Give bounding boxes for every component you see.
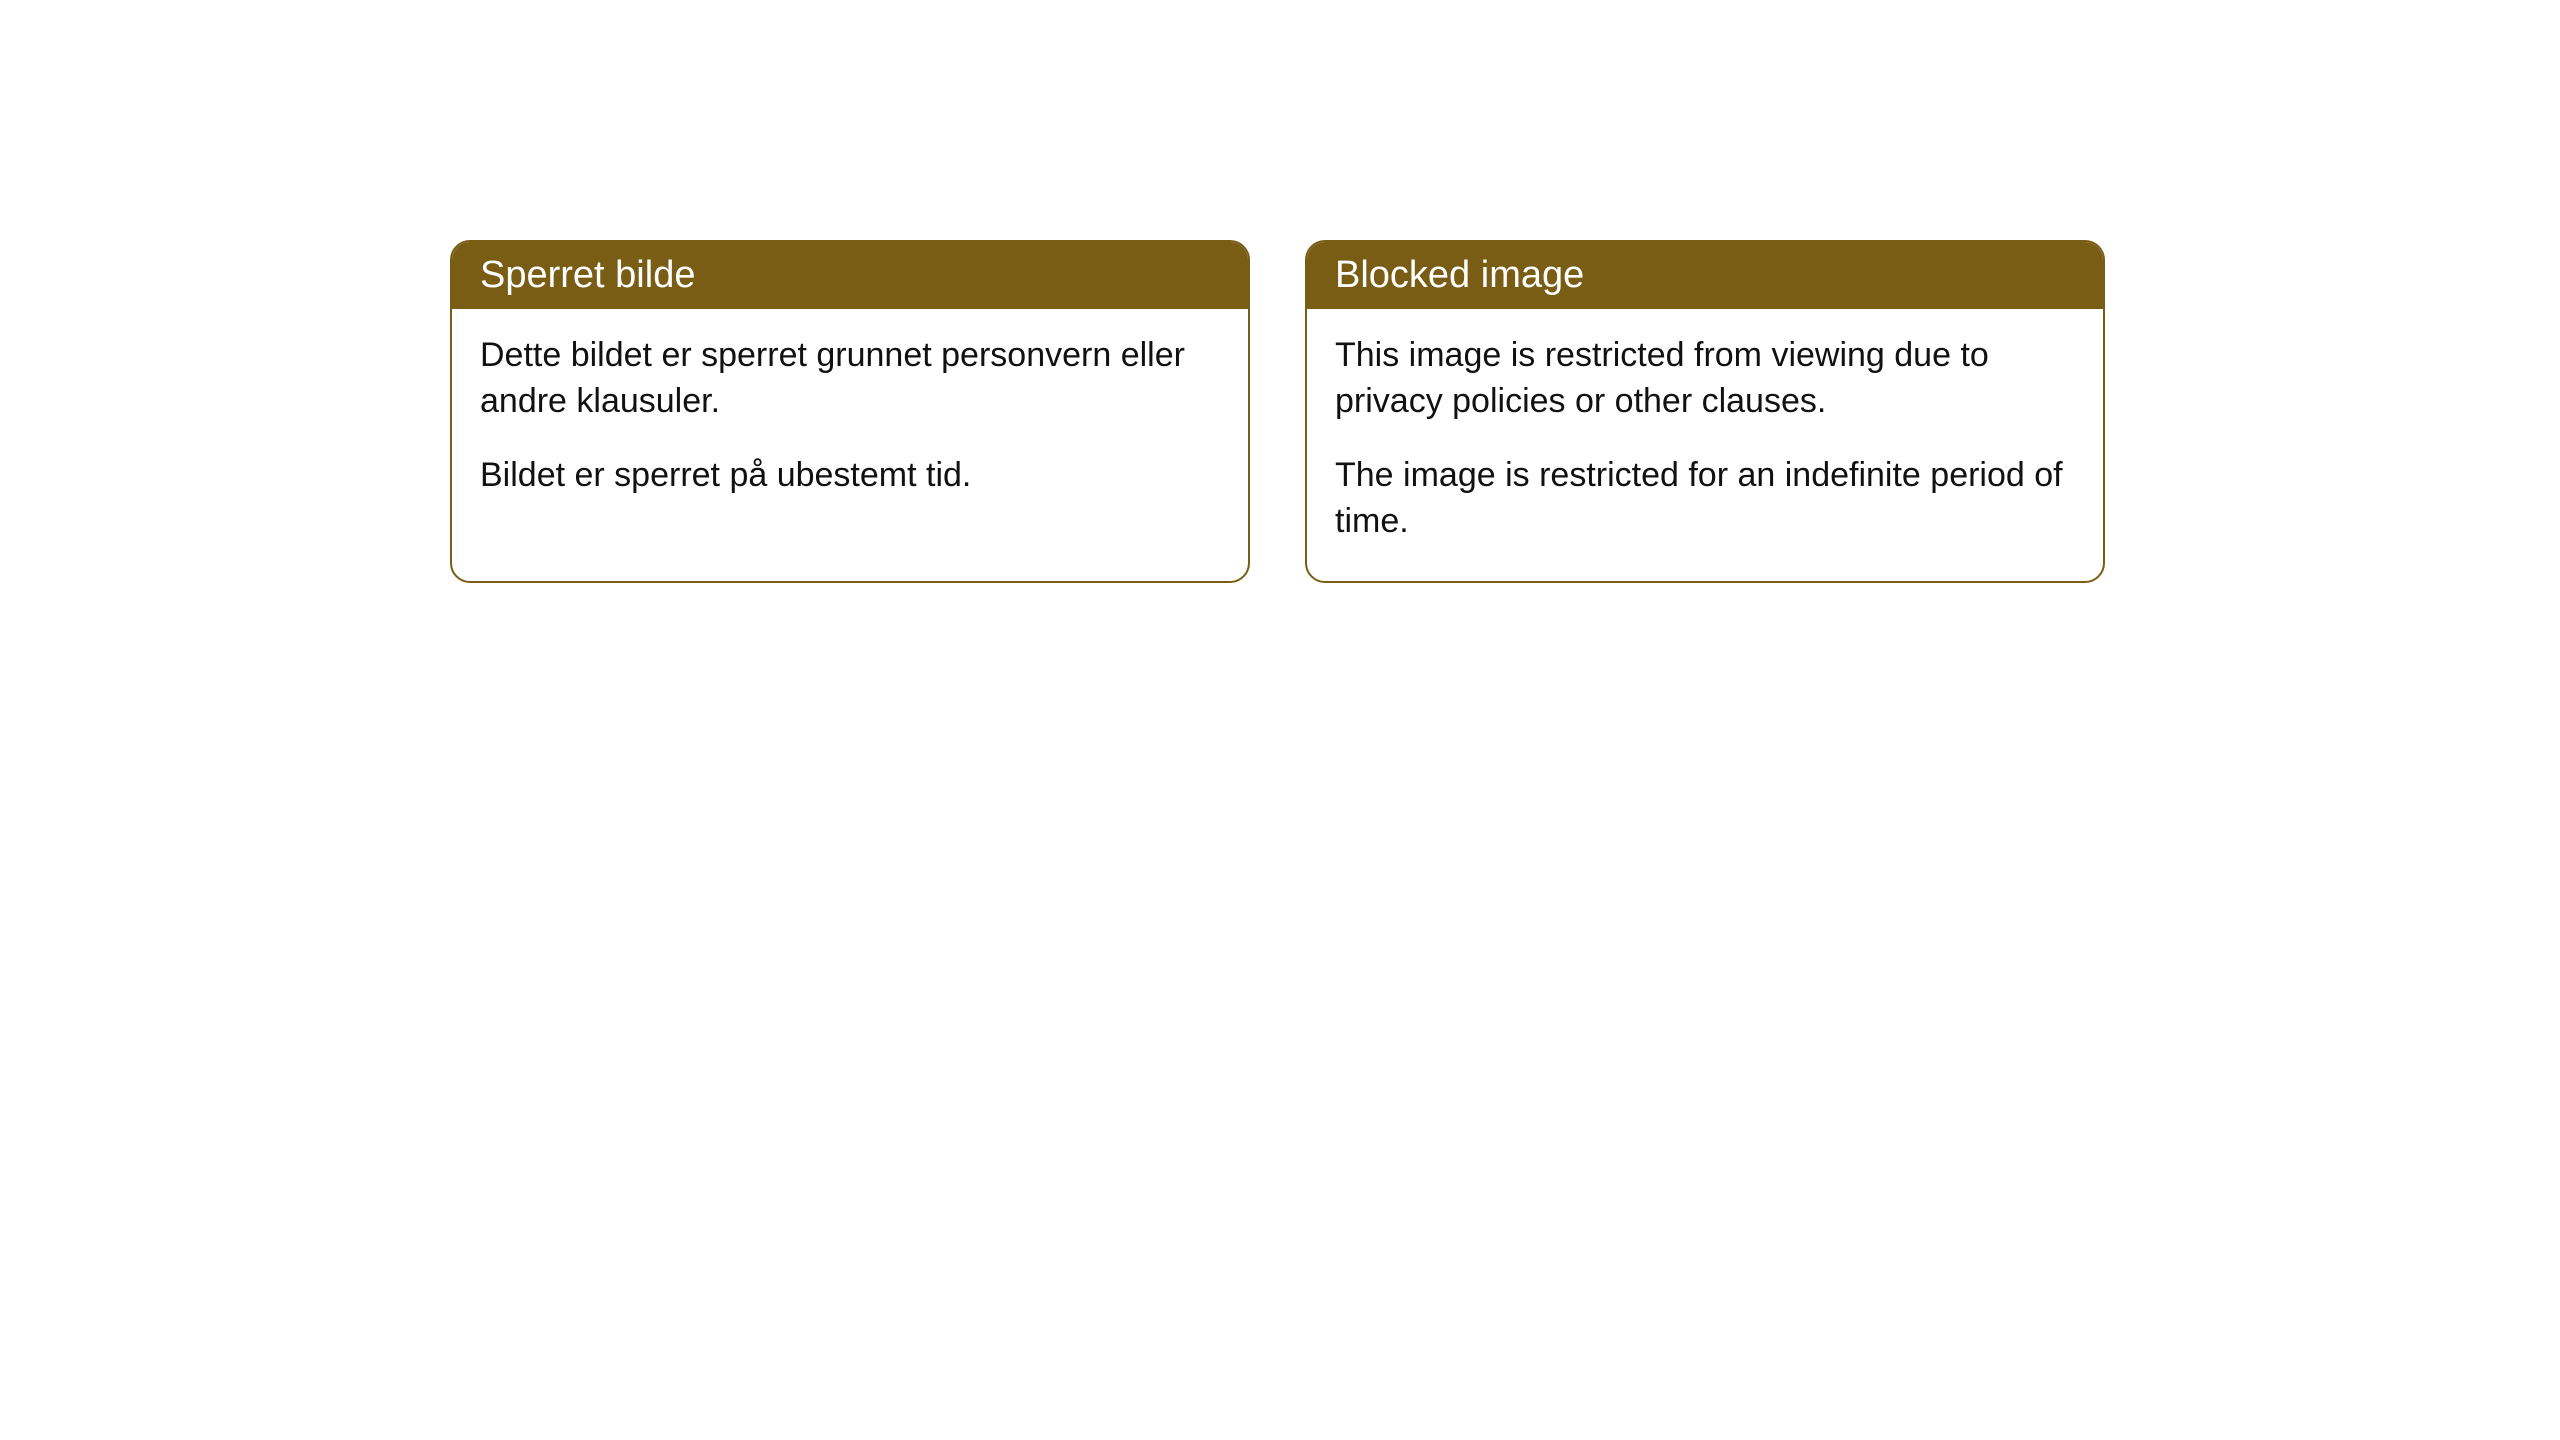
- card-paragraph: Bildet er sperret på ubestemt tid.: [480, 453, 1220, 499]
- card-paragraph: Dette bildet er sperret grunnet personve…: [480, 333, 1220, 425]
- card-title: Sperret bilde: [480, 254, 695, 296]
- card-paragraph: The image is restricted for an indefinit…: [1335, 453, 2075, 545]
- card-header-english: Blocked image: [1307, 242, 2103, 309]
- notice-card-english: Blocked image This image is restricted f…: [1305, 240, 2105, 583]
- card-body-norwegian: Dette bildet er sperret grunnet personve…: [452, 309, 1248, 535]
- notice-cards-container: Sperret bilde Dette bildet er sperret gr…: [450, 240, 2560, 583]
- card-body-english: This image is restricted from viewing du…: [1307, 309, 2103, 581]
- card-header-norwegian: Sperret bilde: [452, 242, 1248, 309]
- card-title: Blocked image: [1335, 254, 1584, 296]
- card-paragraph: This image is restricted from viewing du…: [1335, 333, 2075, 425]
- notice-card-norwegian: Sperret bilde Dette bildet er sperret gr…: [450, 240, 1250, 583]
